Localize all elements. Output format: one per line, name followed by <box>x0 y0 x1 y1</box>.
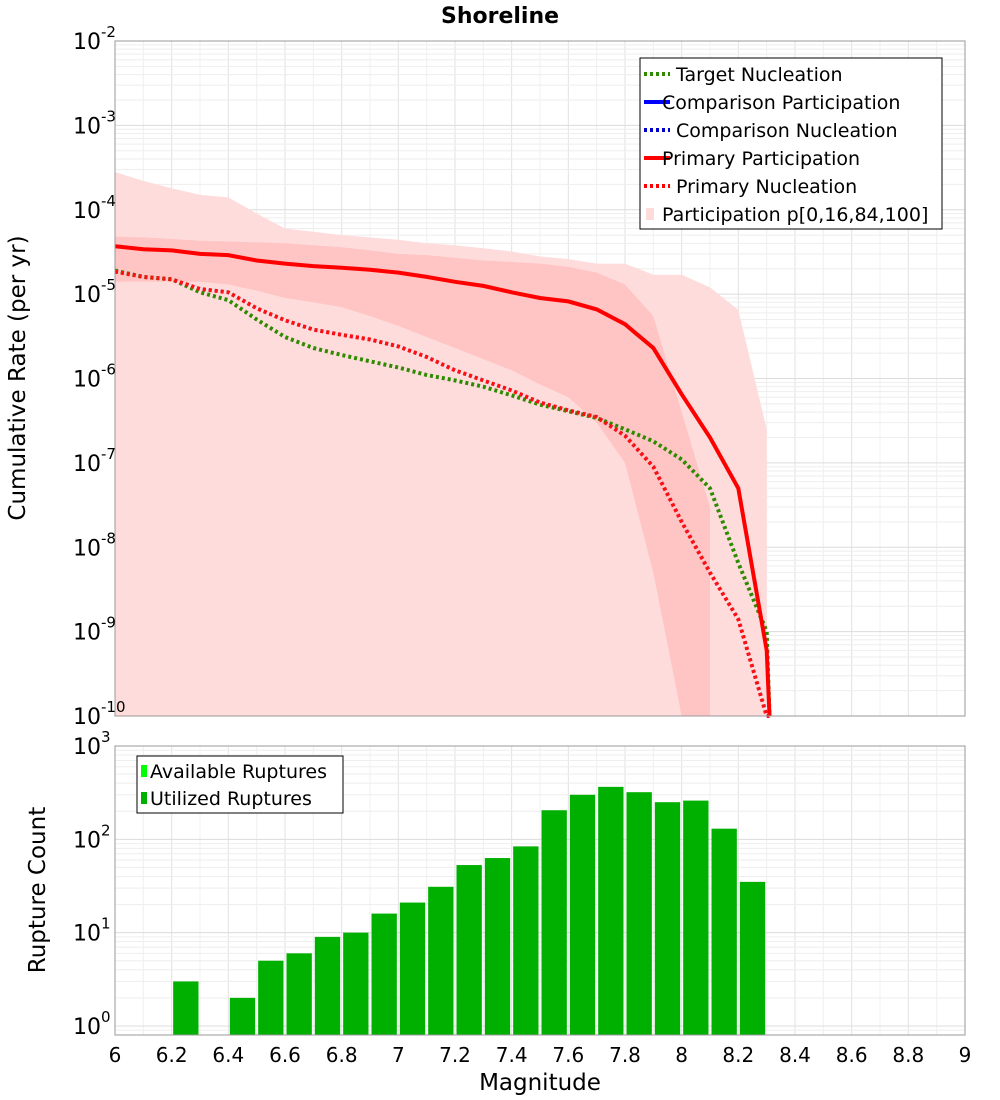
x-tick-label: 7.6 <box>552 1043 584 1067</box>
svg-text:Participation p[0,16,84,100]: Participation p[0,16,84,100] <box>662 204 928 226</box>
band-p16-p84 <box>115 236 710 716</box>
bottom-y-ticks: 103 102 101 100 <box>73 728 111 1040</box>
svg-text:Target Nucleation: Target Nucleation <box>675 64 843 86</box>
legend-entry: Comparison Participation <box>644 92 900 114</box>
bar-m7.55 <box>541 810 567 1035</box>
bar-m7.25 <box>456 865 482 1035</box>
bar-m8.25 <box>739 881 766 1035</box>
bar-m7.65 <box>569 794 596 1035</box>
svg-text:Primary Nucleation: Primary Nucleation <box>676 176 857 198</box>
x-tick-label: 6 <box>109 1043 122 1067</box>
series-line-target-nucleation <box>114 268 772 717</box>
x-tick-label: 8.4 <box>779 1043 811 1067</box>
y-tick-label: 10-6 <box>73 361 116 393</box>
bottom-panel-frame <box>114 745 966 1036</box>
x-tick-label: 6.4 <box>212 1043 244 1067</box>
x-tick-label: 8.6 <box>836 1043 868 1067</box>
bar-m7.05 <box>399 902 426 1035</box>
y-tick-label: 10-5 <box>73 276 116 308</box>
legend-entry: Utilized Ruptures <box>141 788 312 810</box>
bar-m6.75 <box>314 936 341 1035</box>
y-tick-label: 10-8 <box>73 529 116 561</box>
y-tick-label: 10-9 <box>73 614 116 646</box>
bar-m6.85 <box>343 932 369 1035</box>
legend-entry: Available Ruptures <box>141 761 327 783</box>
bar-m7.35 <box>484 858 511 1035</box>
legend-entry: Target Nucleation <box>644 64 843 86</box>
x-tick-label: 8 <box>675 1043 688 1067</box>
bar-m8.05 <box>683 800 709 1035</box>
bar-m6.55 <box>258 960 284 1035</box>
svg-text:Utilized Ruptures: Utilized Ruptures <box>150 788 312 810</box>
rate-lines <box>114 244 772 718</box>
bar-m8.15 <box>711 828 737 1035</box>
x-ticks: 6 6.2 6.4 6.6 6.8 7 7.2 7.4 7.6 7.8 8 8.2 8.4 8.6 8.8 9 <box>109 1043 972 1067</box>
x-tick-label: 6.8 <box>326 1043 358 1067</box>
bottom-y-axis-label: Rupture Count <box>25 807 51 973</box>
bar-m6.65 <box>286 953 312 1035</box>
x-tick-label: 9 <box>959 1043 972 1067</box>
series-line-primary-participation <box>114 244 772 717</box>
legend-entry: Participation p[0,16,84,100] <box>646 204 928 226</box>
svg-text:Available Ruptures: Available Ruptures <box>150 761 327 783</box>
top-y-ticks: 10-2 10-3 10-4 10-5 10-6 10-7 10-8 10-9 10-10 <box>73 23 126 730</box>
bar-m7.85 <box>626 792 652 1035</box>
top-legend: Target Nucleation Comparison Participatio… <box>639 57 943 230</box>
x-tick-label: 7.8 <box>609 1043 641 1067</box>
x-tick-label: 8.2 <box>722 1043 754 1067</box>
y-tick-label: 10-10 <box>73 698 126 730</box>
x-tick-label: 6.2 <box>156 1043 188 1067</box>
y-tick-label: 102 <box>73 821 111 853</box>
y-tick-label: 10-7 <box>73 445 116 477</box>
y-tick-label: 10-3 <box>73 107 116 139</box>
participation-bands <box>115 172 767 716</box>
svg-text:Comparison Nucleation: Comparison Nucleation <box>676 120 898 142</box>
y-tick-label: 10-2 <box>73 23 116 55</box>
y-tick-label: 101 <box>73 915 111 947</box>
bar-m6.25 <box>173 981 199 1035</box>
bar-m6.45 <box>229 997 256 1035</box>
top-y-axis-label: Cumulative Rate (per yr) <box>5 235 31 520</box>
x-tick-label: 7.2 <box>439 1043 471 1067</box>
x-tick-label: 7 <box>392 1043 405 1067</box>
chart-title: Shoreline <box>441 4 559 29</box>
bar-m7.95 <box>654 802 681 1035</box>
x-tick-label: 6.6 <box>269 1043 301 1067</box>
bar-m7.15 <box>428 886 454 1035</box>
legend-entry: Primary Nucleation <box>644 176 857 198</box>
top-panel-frame <box>114 40 966 717</box>
bar-m7.75 <box>598 786 624 1035</box>
y-tick-label: 103 <box>73 728 111 760</box>
x-axis-label: Magnitude <box>479 1070 601 1096</box>
x-tick-label: 8.8 <box>892 1043 924 1067</box>
svg-text:Primary Participation: Primary Participation <box>662 148 860 170</box>
svg-text:Comparison Participation: Comparison Participation <box>662 92 900 114</box>
bar-m6.95 <box>371 913 397 1035</box>
series-line-primary-nucleation <box>114 269 770 718</box>
y-tick-label: 10-4 <box>73 192 116 224</box>
rupture-bars <box>173 786 766 1035</box>
bar-m7.45 <box>513 846 539 1035</box>
x-tick-label: 7.4 <box>496 1043 528 1067</box>
bottom-legend: Available Ruptures Utilized Ruptures <box>136 755 344 814</box>
legend-entry: Comparison Nucleation <box>644 120 898 142</box>
y-tick-label: 100 <box>73 1008 111 1040</box>
legend-entry: Primary Participation <box>644 148 860 170</box>
